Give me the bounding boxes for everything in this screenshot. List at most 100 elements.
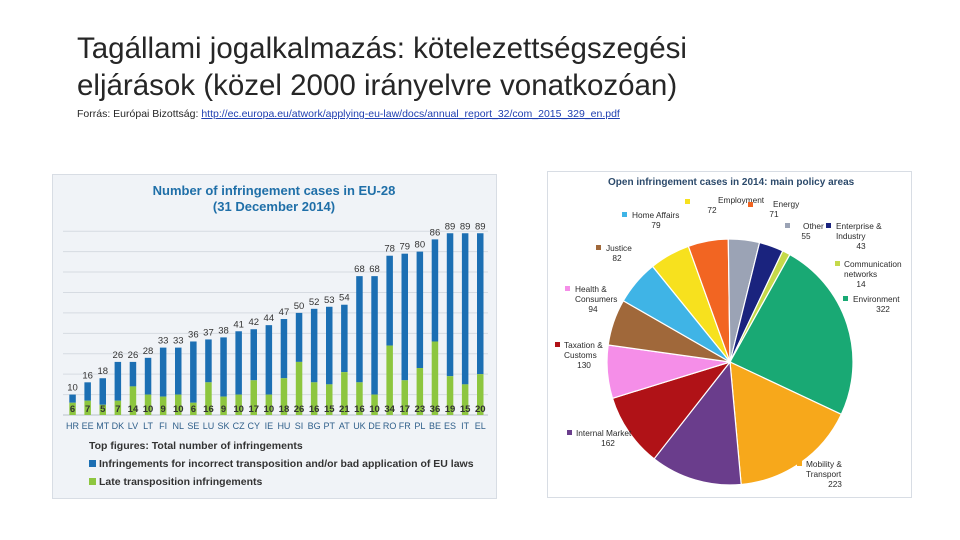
bar-chart: Number of infringement cases in EU-28(31… xyxy=(63,183,488,488)
bar-legend-blue-swatch xyxy=(89,460,96,467)
bar-blue-segment xyxy=(280,319,288,379)
bar-category-label: EE xyxy=(82,421,94,431)
pie-label-value: 14 xyxy=(856,279,866,289)
bar-late-label: 26 xyxy=(294,404,305,415)
bar-chart-title-line1: Number of infringement cases in EU-28 xyxy=(153,183,396,198)
bar-chart-panel: Number of infringement cases in EU-28 (31… xyxy=(52,174,497,499)
bar-late-label: 15 xyxy=(324,404,335,415)
pie-label-name: Home Affairs xyxy=(632,210,679,220)
bar-total-label: 54 xyxy=(339,293,350,304)
pie-label-name: Communication xyxy=(844,259,902,269)
bar-green-segment xyxy=(250,380,257,415)
pie-label-value: 223 xyxy=(828,479,842,489)
slide-title-line1: Tagállami jogalkalmazás: kötelezettségsz… xyxy=(77,32,687,65)
bar-total-label: 50 xyxy=(294,301,305,312)
bar-total-label: 41 xyxy=(233,319,244,330)
pie-label-name: Other xyxy=(803,221,824,231)
bar-category-label: SE xyxy=(187,421,199,431)
bar-total-label: 52 xyxy=(309,297,320,308)
pie-chart-panel: Open infringement cases in 2014: main po… xyxy=(547,171,912,498)
bar-green-segment xyxy=(114,400,122,415)
bar-category-label: FI xyxy=(159,421,167,431)
bar-category-label: AT xyxy=(339,421,350,431)
bar-green-segment xyxy=(99,404,106,415)
bar-green-segment xyxy=(371,394,378,415)
pie-label-name: Environment xyxy=(853,294,900,304)
bar-category-label: NL xyxy=(172,421,184,431)
bar-total-label: 26 xyxy=(113,350,124,361)
bar-total-label: 68 xyxy=(354,264,365,275)
bar-total-label: 89 xyxy=(460,221,471,232)
bar-green-segment xyxy=(477,374,484,415)
pie-label-value: 79 xyxy=(651,220,661,230)
bar-late-label: 17 xyxy=(399,404,410,415)
bar-total-label: 18 xyxy=(97,366,108,377)
bar-category-label: MT xyxy=(96,421,109,431)
pie-label-name: Health & xyxy=(575,284,607,294)
bar-total-label: 10 xyxy=(67,383,78,394)
bar-green-segment xyxy=(416,368,424,415)
bar-total-label: 78 xyxy=(384,244,395,255)
pie-label-value: 94 xyxy=(588,304,598,314)
bar-category-label: LT xyxy=(143,421,153,431)
pie-label-value: 43 xyxy=(856,241,866,251)
bar-blue-segment xyxy=(356,276,363,383)
bar-blue-segment xyxy=(461,233,469,385)
bar-category-label: RO xyxy=(383,421,397,431)
bar-total-label: 28 xyxy=(143,346,154,357)
bar-category-label: DE xyxy=(368,421,381,431)
pie-label-value: 130 xyxy=(577,360,591,370)
bar-blue-segment xyxy=(371,276,378,395)
pie-legend-marker xyxy=(826,223,831,228)
bar-blue-segment xyxy=(69,394,76,403)
bar-total-label: 38 xyxy=(218,325,229,336)
bar-blue-segment xyxy=(250,329,257,381)
bar-blue-segment xyxy=(310,308,318,383)
bar-blue-segment xyxy=(295,312,303,362)
bar-blue-segment xyxy=(401,253,408,381)
pie-label-name: Enterprise & xyxy=(836,221,882,231)
bar-late-label: 6 xyxy=(191,404,196,415)
source-line: Forrás: Európai Bizottság: http://ec.eur… xyxy=(77,108,620,120)
bar-late-label: 14 xyxy=(128,404,139,415)
bar-blue-segment xyxy=(84,382,91,401)
bar-green-segment xyxy=(401,380,408,415)
bar-category-label: IE xyxy=(265,421,274,431)
bar-category-label: IT xyxy=(461,421,470,431)
source-link[interactable]: http://ec.europa.eu/atwork/applying-eu-l… xyxy=(201,108,620,120)
bar-blue-segment xyxy=(159,347,167,397)
bar-late-label: 9 xyxy=(221,404,226,415)
bar-late-label: 9 xyxy=(161,404,166,415)
bar-green-segment xyxy=(205,382,212,415)
bar-category-label: UK xyxy=(353,421,366,431)
pie-label-value: 55 xyxy=(801,231,811,241)
bar-category-label: ES xyxy=(444,421,456,431)
bar-blue-segment xyxy=(190,341,197,403)
pie-legend-marker xyxy=(797,461,802,466)
pie-legend-marker xyxy=(622,212,627,217)
bar-blue-segment xyxy=(477,233,484,375)
bar-green-segment xyxy=(446,376,454,415)
bar-green-segment xyxy=(326,384,333,415)
bar-late-label: 10 xyxy=(143,404,154,415)
bar-total-label: 26 xyxy=(128,350,139,361)
bar-late-label: 36 xyxy=(430,404,441,415)
slide-title: Tagállami jogalkalmazás: kötelezettségsz… xyxy=(77,30,937,104)
pie-label-name: Energy xyxy=(773,199,800,209)
bar-green-segment xyxy=(69,402,76,415)
bar-late-label: 19 xyxy=(445,404,456,415)
bar-category-label: BE xyxy=(429,421,441,431)
bar-blue-segment xyxy=(129,361,137,387)
bar-blue-segment xyxy=(175,347,182,395)
bar-blue-segment xyxy=(341,304,348,373)
bar-blue-segment xyxy=(220,337,227,397)
bar-late-label: 18 xyxy=(279,404,290,415)
pie-legend-marker xyxy=(555,342,560,347)
pie-legend-marker xyxy=(596,245,601,250)
bar-blue-segment xyxy=(386,255,393,346)
bar-green-segment xyxy=(84,400,91,415)
bar-late-label: 21 xyxy=(339,404,350,415)
bar-blue-segment xyxy=(114,361,122,401)
pie-legend-marker xyxy=(785,223,790,228)
pie-slice xyxy=(653,360,742,486)
